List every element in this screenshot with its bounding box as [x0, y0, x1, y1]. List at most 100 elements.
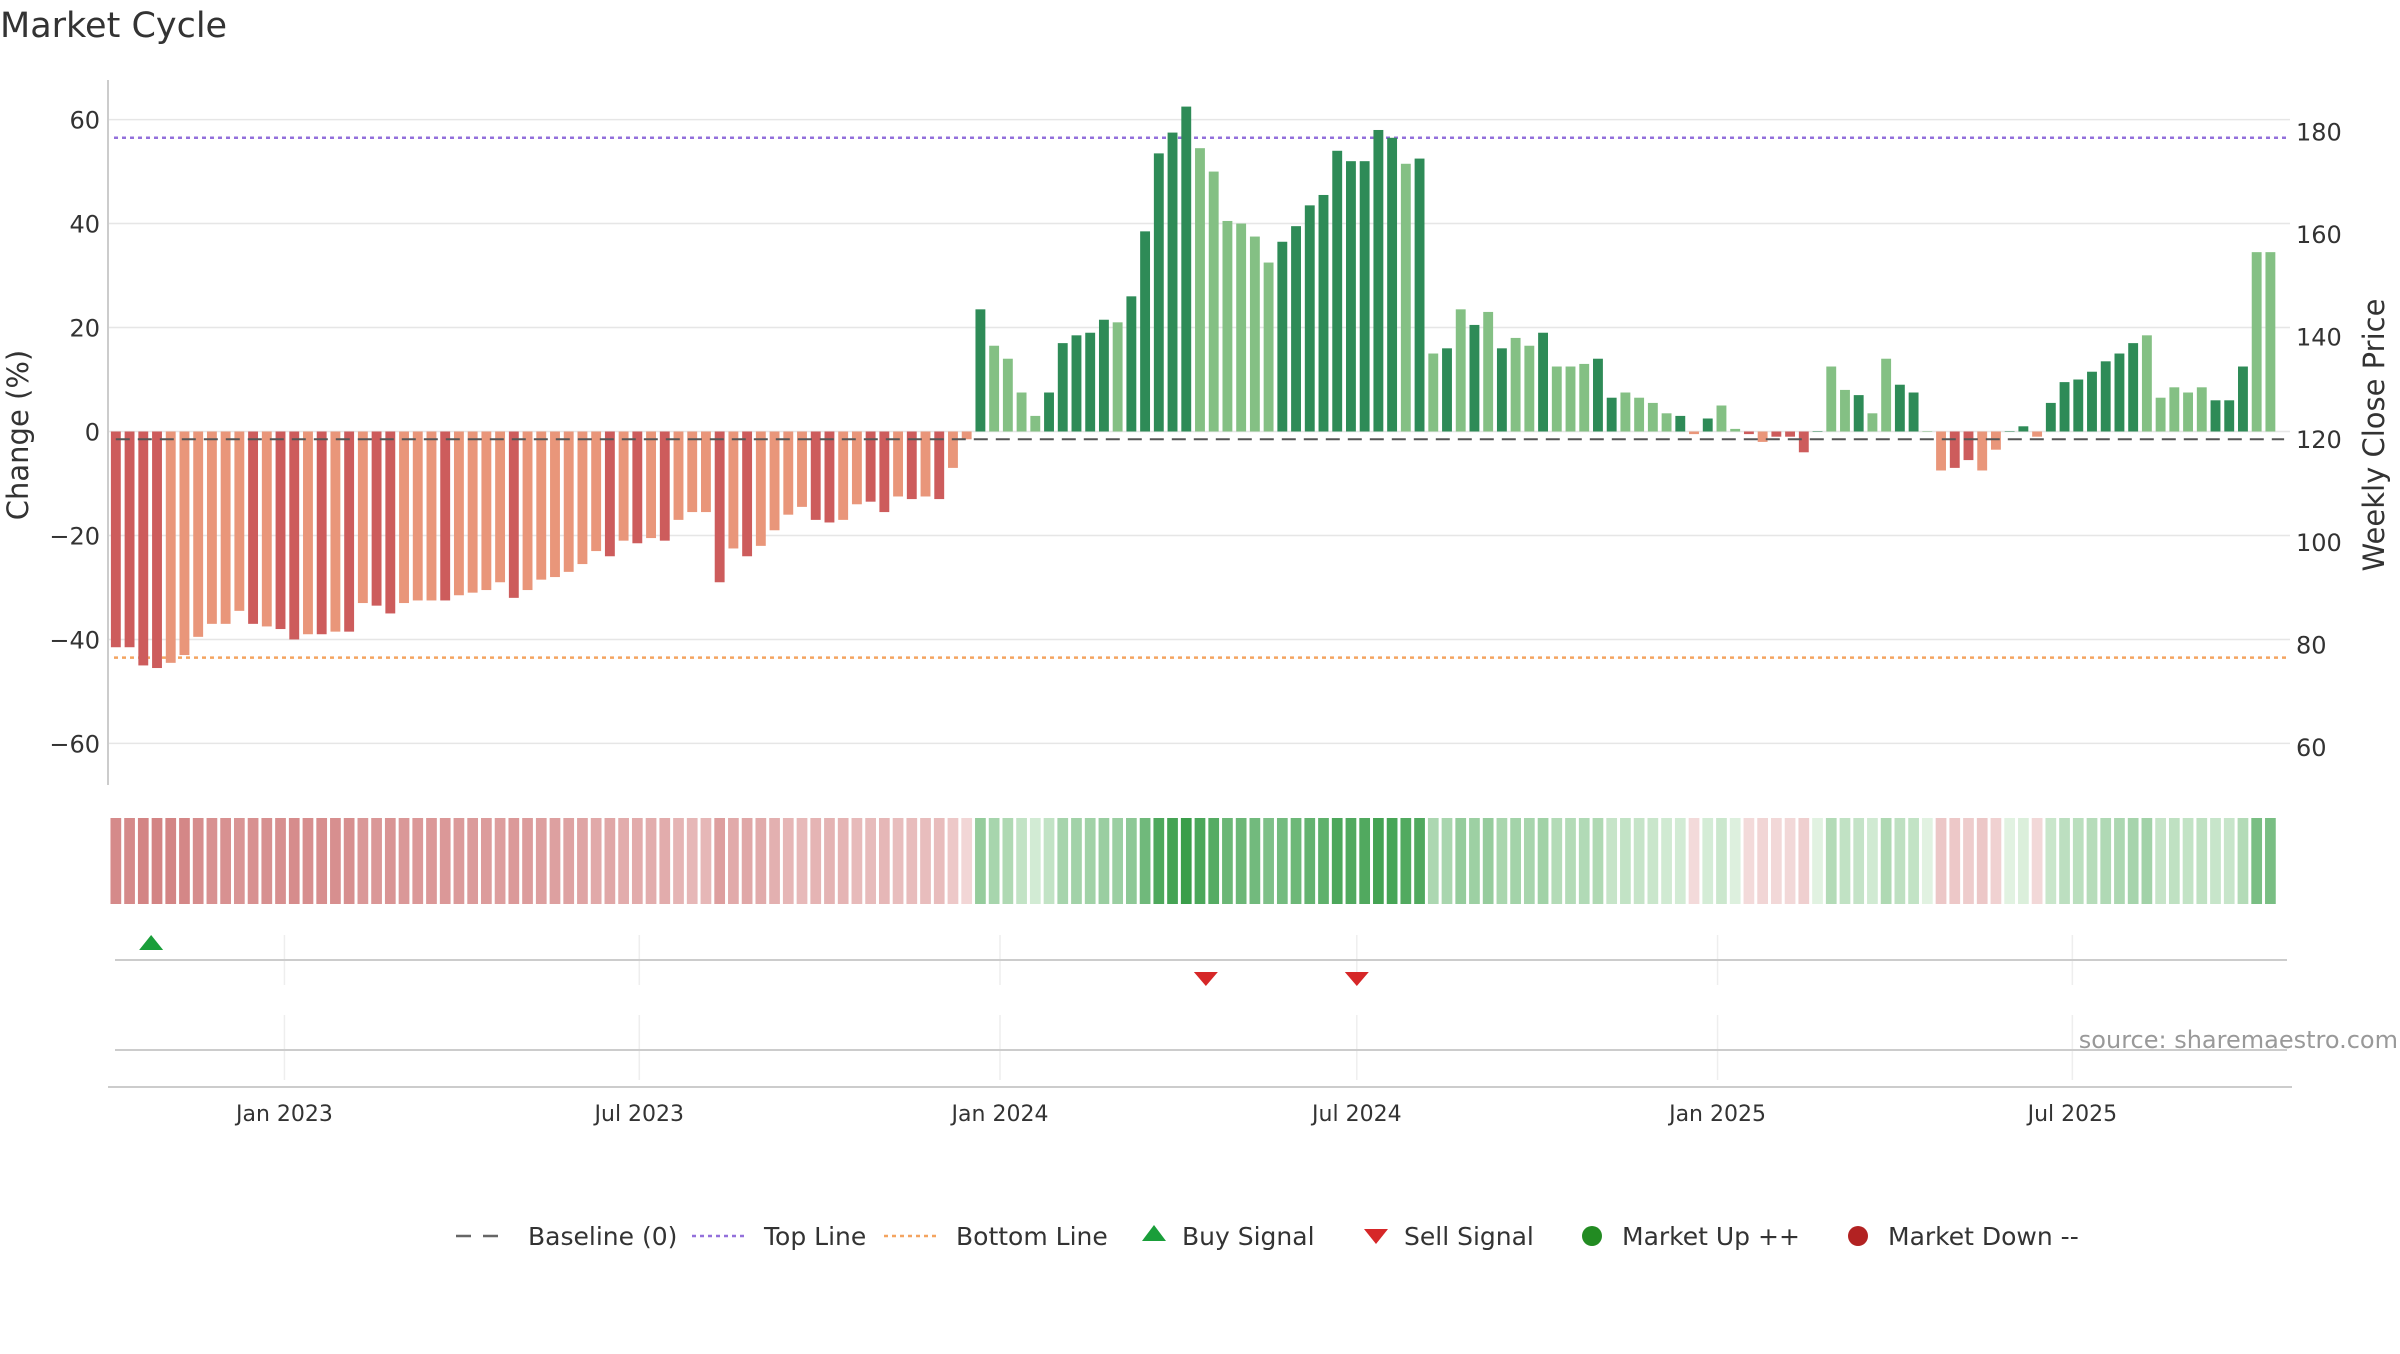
state-cell — [1331, 818, 1343, 904]
state-cell — [892, 818, 904, 904]
state-cell — [1043, 818, 1055, 904]
state-cell — [398, 818, 410, 904]
state-cell — [686, 818, 698, 904]
state-cell — [1016, 818, 1027, 904]
state-cell — [590, 818, 602, 904]
state-cell — [1180, 818, 1192, 904]
change-bar — [1565, 366, 1576, 432]
y-tick-label: −40 — [49, 626, 100, 654]
change-bar — [1030, 415, 1041, 432]
state-cell — [577, 818, 588, 904]
state-cell — [604, 818, 616, 904]
change-bar — [1126, 296, 1137, 432]
state-cell — [549, 818, 561, 904]
change-bar — [1414, 158, 1425, 432]
change-bar — [193, 431, 204, 637]
buy-signal-marker — [139, 935, 164, 950]
state-cell — [659, 818, 671, 904]
change-bar — [2238, 366, 2248, 432]
change-bar — [330, 431, 341, 632]
state-cell — [824, 818, 835, 904]
change-bar — [2210, 400, 2221, 432]
state-cell — [673, 818, 684, 904]
change-bar — [1757, 431, 1768, 442]
change-bar — [2045, 402, 2056, 432]
state-cell — [1921, 818, 1933, 904]
change-bar — [2128, 343, 2139, 432]
change-bar — [426, 431, 437, 601]
change-bar — [1936, 431, 1946, 471]
state-cell — [810, 818, 822, 904]
change-bar — [1949, 431, 1960, 468]
change-bar — [412, 431, 423, 601]
change-bar — [1098, 319, 1109, 432]
state-cell — [384, 818, 396, 904]
change-bar — [1496, 348, 1507, 432]
state-cell — [728, 818, 739, 904]
state-cell — [508, 818, 520, 904]
state-cell — [1345, 818, 1357, 904]
change-bar — [755, 431, 766, 546]
state-cell — [1825, 818, 1837, 904]
change-bar — [742, 431, 753, 557]
state-cell — [1222, 818, 1233, 904]
state-cell — [439, 818, 451, 904]
change-bar — [1702, 418, 1713, 432]
change-bar — [550, 431, 560, 578]
change-bar — [2087, 371, 2097, 432]
change-bar — [714, 431, 725, 583]
x-axis: Jan 2023 Jul 2023 Jan 2024 Jul 2024 Jan 2025… — [108, 1086, 2292, 1127]
state-cell — [1469, 818, 1480, 904]
change-bar — [303, 431, 313, 635]
signal-panel — [115, 935, 2287, 1080]
state-cell — [1139, 818, 1151, 904]
change-bar — [1085, 332, 1096, 432]
state-cell — [1798, 818, 1810, 904]
change-bar — [2059, 382, 2070, 432]
state-cell — [851, 818, 863, 904]
change-bar — [261, 431, 272, 627]
legend-label: Top Line — [763, 1222, 866, 1251]
state-cell — [522, 818, 533, 904]
state-cell — [357, 818, 369, 904]
state-cell — [1235, 818, 1247, 904]
change-bar — [851, 431, 862, 505]
state-cell — [261, 818, 273, 904]
state-cell — [1400, 818, 1412, 904]
state-cell — [1455, 818, 1467, 904]
change-bar — [275, 431, 286, 630]
change-bar — [1249, 236, 1260, 432]
state-cell — [275, 818, 286, 904]
state-cell — [1084, 818, 1096, 904]
change-bar — [1551, 366, 1562, 432]
change-bar — [948, 431, 958, 468]
state-cell — [631, 818, 643, 904]
change-bar — [879, 431, 890, 513]
state-cell — [2141, 818, 2153, 904]
state-cell — [1729, 818, 1741, 904]
sell-signal-marker — [1344, 972, 1369, 986]
change-bar — [522, 431, 533, 591]
x-tick-label: Jan 2023 — [234, 1102, 333, 1127]
change-bar — [2100, 361, 2111, 432]
state-cell — [124, 818, 135, 904]
state-cell — [700, 818, 712, 904]
state-cell — [2168, 818, 2180, 904]
y2-tick-label: 80 — [2296, 631, 2327, 659]
state-cell — [151, 818, 163, 904]
change-bar — [920, 431, 931, 497]
change-bar — [2018, 426, 2029, 432]
change-bar — [1524, 345, 1535, 432]
state-cell — [906, 818, 918, 904]
change-bar — [385, 431, 396, 614]
state-cell — [1208, 818, 1220, 904]
y-tick-label: −60 — [49, 730, 100, 758]
change-bar — [1181, 106, 1192, 432]
change-bar — [1222, 220, 1233, 432]
change-bar — [467, 431, 478, 593]
change-bar — [1263, 262, 1274, 432]
change-bar — [577, 431, 588, 565]
change-bar — [1812, 431, 1823, 432]
change-bar — [1195, 148, 1205, 432]
change-bar — [2224, 400, 2235, 432]
